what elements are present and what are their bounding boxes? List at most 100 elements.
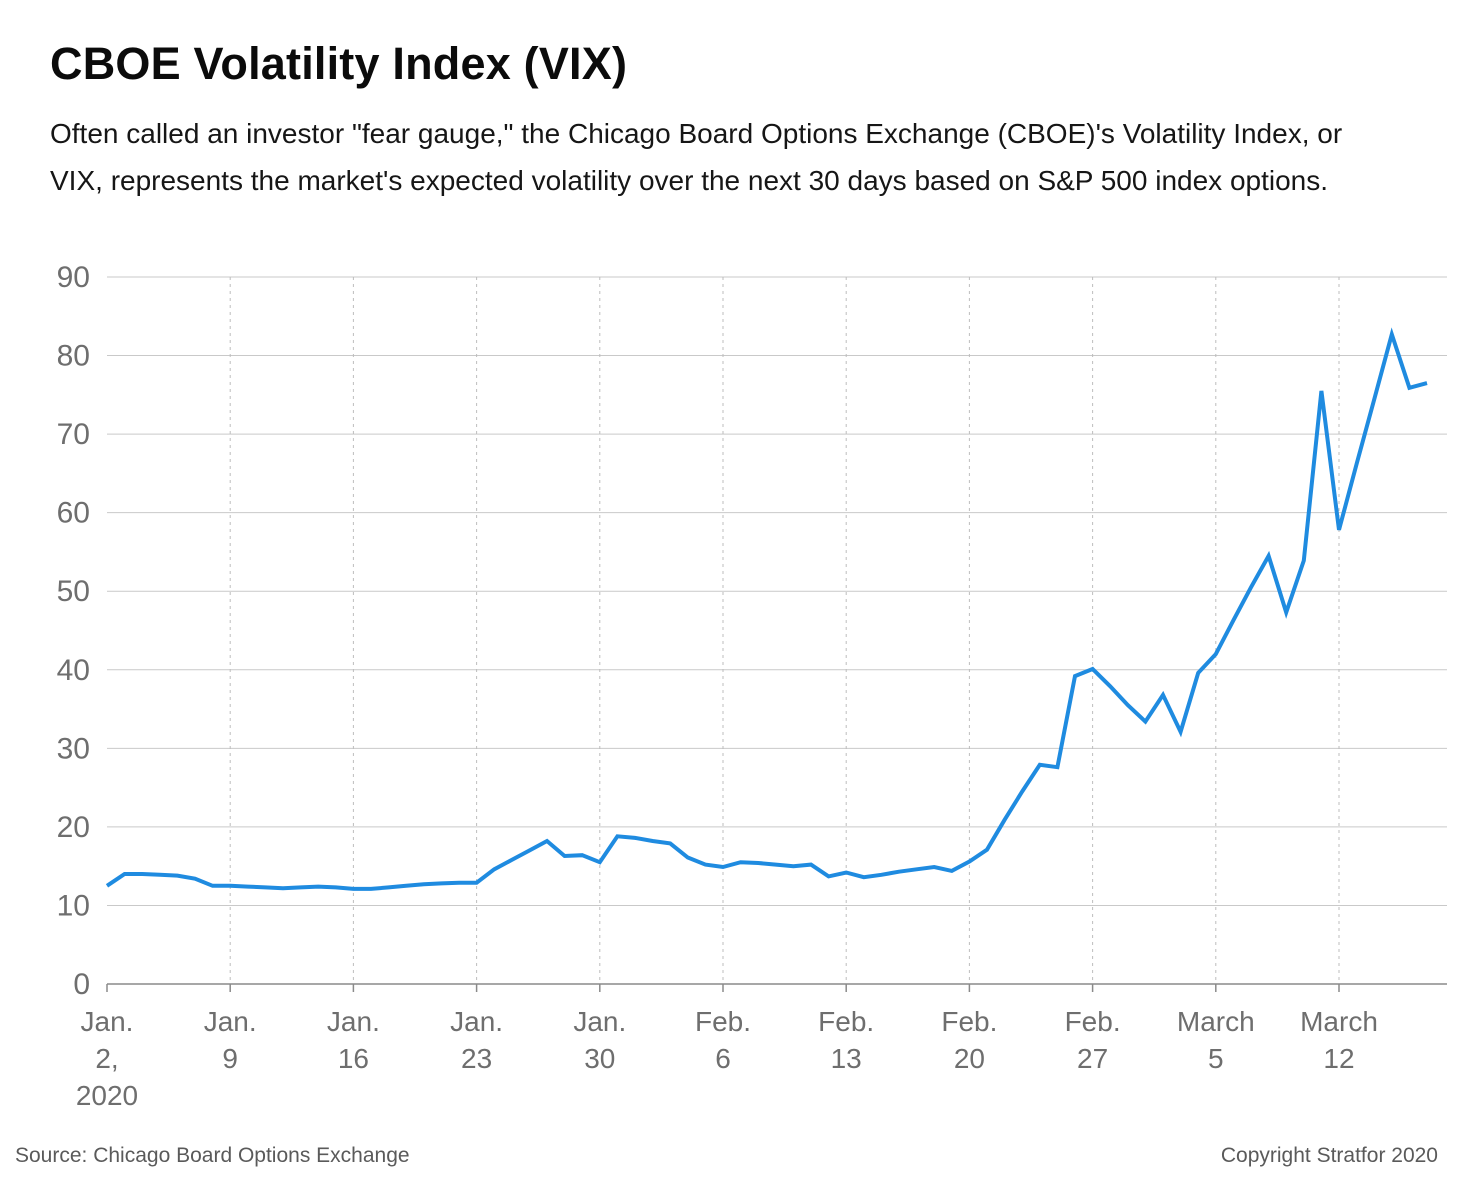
data-point-2020-02-09 [774, 863, 778, 867]
data-point-2020-02-23 [1020, 790, 1024, 794]
data-point-2020-02-01 [633, 836, 637, 840]
data-point-2020-01-18 [387, 885, 391, 889]
data-point-2020-02-27 [1091, 667, 1095, 671]
data-point-2020-01-02 [105, 884, 109, 888]
data-point-2020-02-06 [721, 865, 725, 869]
data-point-2020-03-10 [1302, 559, 1306, 563]
data-point-2020-01-03 [123, 872, 127, 876]
y-axis-tick-labels: 0 10 20 30 40 50 60 70 80 90 [57, 261, 90, 1001]
data-point-2020-03-12 [1337, 528, 1341, 532]
data-point-2020-01-08 [211, 884, 215, 888]
x-tick-label-2020-03-05: March 5 [1177, 1006, 1255, 1074]
x-gridlines [106, 277, 1340, 992]
data-point-2020-02-17 [915, 867, 919, 871]
x-tick-label-2020-01-09: Jan. 9 [204, 1006, 257, 1074]
y-tick-label-70: 70 [57, 418, 90, 451]
data-point-2020-02-08 [756, 861, 760, 865]
y-tick-label-20: 20 [57, 811, 90, 844]
data-point-2020-03-01 [1143, 720, 1147, 724]
x-tick-label-line: Jan. [450, 1006, 503, 1037]
data-point-2020-01-13 [299, 885, 303, 889]
data-point-2020-02-13 [844, 870, 848, 874]
data-point-2020-03-07 [1249, 585, 1253, 589]
x-tick-label-line: 9 [222, 1043, 238, 1074]
data-point-2020-02-02 [651, 839, 655, 843]
data-point-2020-01-22 [457, 881, 461, 885]
x-tick-label-line: 2020 [76, 1080, 138, 1111]
data-point-2020-03-11 [1319, 389, 1323, 393]
x-tick-label-line: 16 [338, 1043, 369, 1074]
data-point-2020-01-30 [598, 860, 602, 864]
data-point-2020-02-14 [862, 875, 866, 879]
chart-title: CBOE Volatility Index (VIX) [50, 38, 628, 89]
x-tick-label-line: Jan. [204, 1006, 257, 1037]
data-point-2020-01-10 [246, 885, 250, 889]
data-point-2020-01-31 [615, 834, 619, 838]
vix-series [105, 327, 1429, 891]
x-tick-label-2020-02-13: Feb. 13 [818, 1006, 874, 1074]
y-tick-label-80: 80 [57, 340, 90, 373]
data-point-2020-02-12 [827, 874, 831, 878]
data-point-2020-03-13 [1355, 462, 1359, 466]
x-tick-label-line: Feb. [818, 1006, 874, 1037]
x-tick-label-line: 2, [95, 1043, 118, 1074]
x-tick-label-line: Feb. [695, 1006, 751, 1037]
data-point-2020-01-09 [228, 884, 232, 888]
data-point-2020-01-14 [316, 885, 320, 889]
x-tick-label-line: Jan. [327, 1006, 380, 1037]
x-tick-label-line: Jan. [81, 1006, 134, 1037]
x-tick-label-line: 12 [1323, 1043, 1354, 1074]
data-point-2020-03-17 [1425, 381, 1429, 385]
x-tick-label-2020-03-12: March 12 [1300, 1006, 1378, 1074]
y-tick-label-40: 40 [57, 654, 90, 687]
data-point-2020-02-03 [668, 841, 672, 845]
x-tick-label-line: 27 [1077, 1043, 1108, 1074]
data-point-2020-02-22 [1003, 818, 1007, 822]
data-point-2020-03-08 [1267, 554, 1271, 558]
data-point-2020-03-16 [1407, 386, 1411, 390]
data-point-2020-01-07 [193, 877, 197, 881]
data-point-2020-02-20 [967, 859, 971, 863]
data-point-2020-03-02 [1161, 693, 1165, 697]
data-point-2020-02-26 [1073, 674, 1077, 678]
x-tick-label-line: Jan. [573, 1006, 626, 1037]
x-tick-label-line: 20 [954, 1043, 985, 1074]
data-point-2020-01-16 [351, 887, 355, 891]
data-point-2020-02-11 [809, 863, 813, 867]
x-tick-label-2020-01-30: Jan. 30 [573, 1006, 626, 1074]
data-point-2020-01-20 [422, 882, 426, 886]
x-tick-label-line: 6 [715, 1043, 731, 1074]
x-tick-label-line: 13 [831, 1043, 862, 1074]
y-tick-label-30: 30 [57, 732, 90, 765]
data-point-2020-02-18 [932, 865, 936, 869]
x-tick-label-line: Feb. [1065, 1006, 1121, 1037]
data-point-2020-01-25 [510, 858, 514, 862]
data-point-2020-02-21 [985, 848, 989, 852]
data-point-2020-01-04 [140, 872, 144, 876]
x-tick-label-line: 30 [584, 1043, 615, 1074]
data-point-2020-01-05 [158, 873, 162, 877]
data-point-2020-02-07 [739, 860, 743, 864]
data-point-2020-03-05 [1214, 652, 1218, 656]
data-point-2020-01-17 [369, 887, 373, 891]
data-point-2020-01-26 [527, 848, 531, 852]
y-tick-label-10: 10 [57, 889, 90, 922]
data-point-2020-02-24 [1038, 763, 1042, 767]
data-point-2020-01-12 [281, 886, 285, 890]
x-tick-label-2020-02-06: Feb. 6 [695, 1006, 751, 1074]
x-tick-label-line: March [1300, 1006, 1378, 1037]
data-point-2020-01-27 [545, 839, 549, 843]
x-tick-label-line: March [1177, 1006, 1255, 1037]
y-gridlines [107, 276, 1447, 985]
x-tick-label-2020-01-23: Jan. 23 [450, 1006, 503, 1074]
data-point-2020-02-10 [791, 864, 795, 868]
data-point-2020-02-15 [879, 873, 883, 877]
data-point-2020-02-25 [1055, 765, 1059, 769]
data-point-2020-01-19 [404, 884, 408, 888]
copyright-note: Copyright Stratfor 2020 [1220, 1144, 1438, 1167]
data-point-2020-02-29 [1126, 703, 1130, 707]
data-point-2020-02-28 [1108, 684, 1112, 688]
data-point-2020-02-19 [950, 869, 954, 873]
